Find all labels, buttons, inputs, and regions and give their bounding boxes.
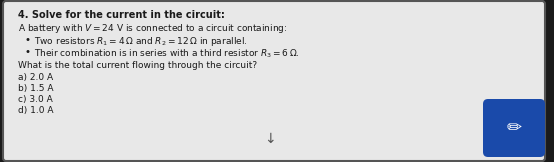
- FancyBboxPatch shape: [3, 1, 545, 161]
- Text: Their combination is in series with a third resistor $R_3 = 6\,\Omega$.: Their combination is in series with a th…: [34, 47, 300, 59]
- Text: •: •: [24, 35, 30, 45]
- Text: 4. Solve for the current in the circuit:: 4. Solve for the current in the circuit:: [18, 10, 225, 20]
- Text: A battery with $V = 24$ V is connected to a circuit containing:: A battery with $V = 24$ V is connected t…: [18, 22, 288, 35]
- Text: ↓: ↓: [264, 132, 276, 146]
- Text: What is the total current flowing through the circuit?: What is the total current flowing throug…: [18, 61, 257, 70]
- Text: ✏: ✏: [506, 119, 521, 137]
- Text: d) 1.0 A: d) 1.0 A: [18, 106, 54, 115]
- Text: c) 3.0 A: c) 3.0 A: [18, 95, 53, 104]
- Text: b) 1.5 A: b) 1.5 A: [18, 84, 54, 93]
- Text: •: •: [24, 47, 30, 57]
- Text: Two resistors $R_1 = 4\,\Omega$ and $R_2 = 12\,\Omega$ in parallel.: Two resistors $R_1 = 4\,\Omega$ and $R_2…: [34, 35, 248, 48]
- FancyBboxPatch shape: [483, 99, 545, 157]
- Text: a) 2.0 A: a) 2.0 A: [18, 73, 53, 82]
